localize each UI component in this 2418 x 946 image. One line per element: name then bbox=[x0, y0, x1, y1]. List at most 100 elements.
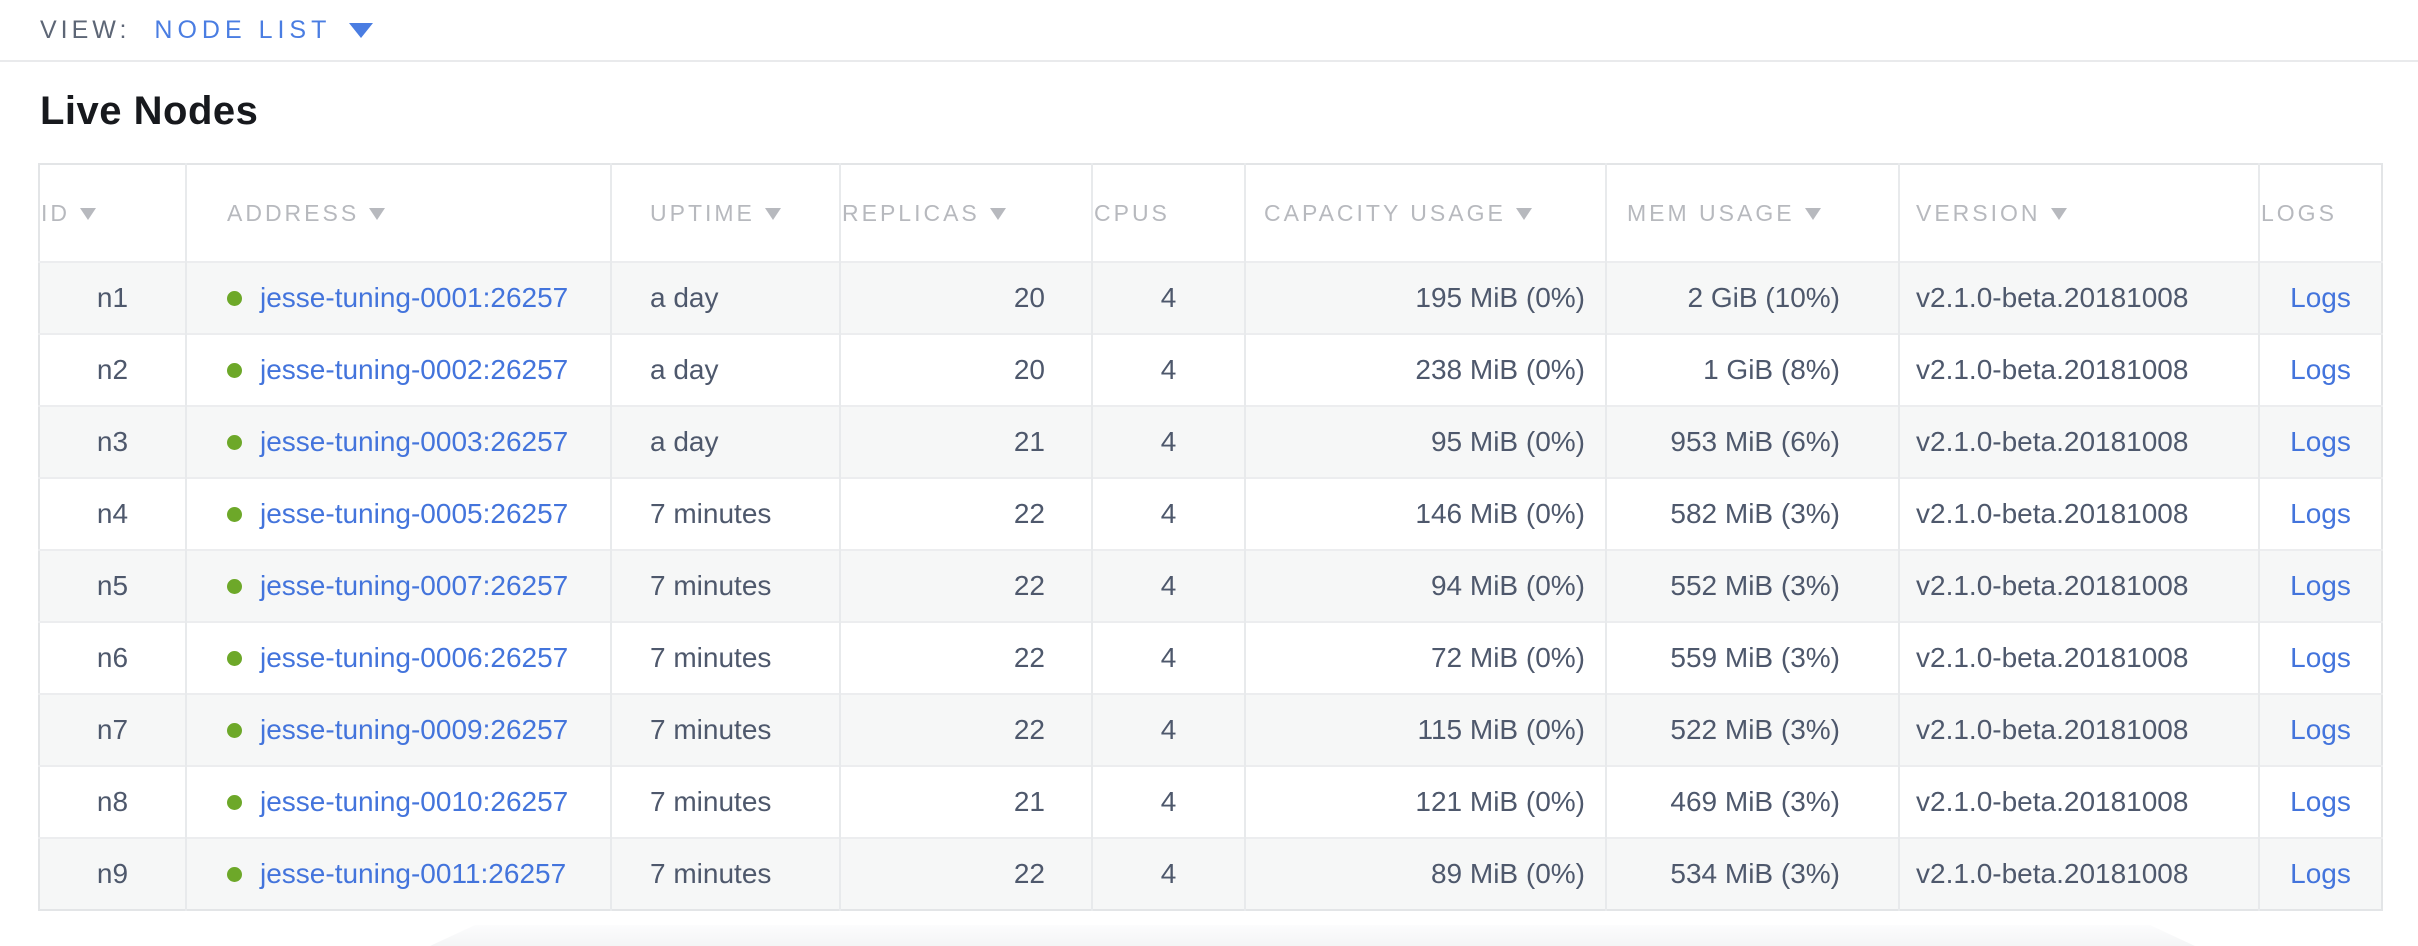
node-address-cell: jesse-tuning-0006:26257 bbox=[185, 622, 611, 694]
logs-link[interactable]: Logs bbox=[2290, 282, 2351, 313]
node-address-link[interactable]: jesse-tuning-0009:26257 bbox=[260, 714, 569, 745]
node-logs-cell: Logs bbox=[2258, 262, 2382, 334]
node-version-cell: v2.1.0-beta.20181008 bbox=[1898, 334, 2259, 406]
node-cpus-cell: 4 bbox=[1091, 406, 1245, 478]
column-header-version[interactable]: VERSION bbox=[1898, 164, 2259, 262]
node-id-cell: n8 bbox=[96, 786, 129, 817]
node-replicas-cell: 21 bbox=[839, 766, 1092, 838]
node-cpus-cell: 4 bbox=[1091, 838, 1245, 910]
node-version-cell: v2.1.0-beta.20181008 bbox=[1898, 262, 2259, 334]
sort-arrow-icon bbox=[764, 207, 781, 220]
node-address-link[interactable]: jesse-tuning-0001:26257 bbox=[260, 282, 569, 313]
chevron-down-icon bbox=[349, 22, 374, 38]
column-header-mem-usage[interactable]: MEM USAGE bbox=[1605, 164, 1899, 262]
table-row: n7 jesse-tuning-0009:26257 7 minutes 22 4 115… bbox=[39, 694, 2382, 766]
node-version-cell: v2.1.0-beta.20181008 bbox=[1898, 838, 2259, 910]
node-mem-cell: 469 MiB (3%) bbox=[1605, 766, 1899, 838]
node-replicas-cell: 20 bbox=[839, 262, 1092, 334]
logs-link[interactable]: Logs bbox=[2290, 354, 2351, 385]
node-mem-cell: 534 MiB (3%) bbox=[1605, 838, 1899, 910]
node-capacity-cell: 89 MiB (0%) bbox=[1244, 838, 1606, 910]
node-version-cell: v2.1.0-beta.20181008 bbox=[1898, 406, 2259, 478]
node-address-link[interactable]: jesse-tuning-0007:26257 bbox=[260, 570, 569, 601]
logs-link[interactable]: Logs bbox=[2290, 858, 2351, 889]
node-cpus-cell: 4 bbox=[1091, 550, 1245, 622]
node-replicas-cell: 20 bbox=[839, 334, 1092, 406]
node-uptime-cell: 7 minutes bbox=[610, 838, 840, 910]
node-status-icon bbox=[227, 291, 242, 306]
node-address-link[interactable]: jesse-tuning-0003:26257 bbox=[260, 426, 569, 457]
column-header-address[interactable]: ADDRESS bbox=[185, 164, 611, 262]
node-address-cell: jesse-tuning-0005:26257 bbox=[185, 478, 611, 550]
node-status-icon bbox=[227, 867, 242, 882]
table-row: n4 jesse-tuning-0005:26257 7 minutes 22 4 146… bbox=[39, 478, 2382, 550]
node-replicas-cell: 22 bbox=[839, 550, 1092, 622]
column-header-logs: LOGS bbox=[2258, 164, 2382, 262]
node-version-cell: v2.1.0-beta.20181008 bbox=[1898, 622, 2259, 694]
node-replicas-cell: 22 bbox=[839, 694, 1092, 766]
node-id-cell: n2 bbox=[96, 354, 129, 385]
logs-link[interactable]: Logs bbox=[2290, 426, 2351, 457]
logs-link[interactable]: Logs bbox=[2290, 570, 2351, 601]
bottom-shadow bbox=[430, 925, 2195, 946]
node-id-cell: n1 bbox=[96, 282, 129, 313]
node-uptime-cell: a day bbox=[610, 406, 840, 478]
node-capacity-cell: 95 MiB (0%) bbox=[1244, 406, 1606, 478]
node-mem-cell: 2 GiB (10%) bbox=[1605, 262, 1899, 334]
node-capacity-cell: 72 MiB (0%) bbox=[1244, 622, 1606, 694]
column-header-id[interactable]: ID bbox=[39, 164, 186, 262]
node-logs-cell: Logs bbox=[2258, 550, 2382, 622]
table-row: n6 jesse-tuning-0006:26257 7 minutes 22 4 72 … bbox=[39, 622, 2382, 694]
node-id-cell: n9 bbox=[96, 858, 129, 889]
logs-link[interactable]: Logs bbox=[2290, 786, 2351, 817]
table-header-row: ID ADDRESS UPTIME REPLICAS CPUS CAPACITY… bbox=[39, 164, 2382, 262]
node-capacity-cell: 115 MiB (0%) bbox=[1244, 694, 1606, 766]
node-uptime-cell: 7 minutes bbox=[610, 694, 840, 766]
logs-link[interactable]: Logs bbox=[2290, 642, 2351, 673]
node-mem-cell: 1 GiB (8%) bbox=[1605, 334, 1899, 406]
node-address-link[interactable]: jesse-tuning-0002:26257 bbox=[260, 354, 569, 385]
node-address-link[interactable]: jesse-tuning-0006:26257 bbox=[260, 642, 569, 673]
node-mem-cell: 552 MiB (3%) bbox=[1605, 550, 1899, 622]
node-cpus-cell: 4 bbox=[1091, 478, 1245, 550]
logs-link[interactable]: Logs bbox=[2290, 714, 2351, 745]
node-logs-cell: Logs bbox=[2258, 622, 2382, 694]
node-status-icon bbox=[227, 363, 242, 378]
table-row: n5 jesse-tuning-0007:26257 7 minutes 22 4 94 … bbox=[39, 550, 2382, 622]
node-address-link[interactable]: jesse-tuning-0005:26257 bbox=[260, 498, 569, 529]
node-address-link[interactable]: jesse-tuning-0010:26257 bbox=[260, 786, 569, 817]
page-title: Live Nodes bbox=[40, 89, 259, 133]
logs-link[interactable]: Logs bbox=[2290, 498, 2351, 529]
column-header-capacity-usage[interactable]: CAPACITY USAGE bbox=[1244, 164, 1606, 262]
column-header-uptime[interactable]: UPTIME bbox=[610, 164, 840, 262]
node-capacity-cell: 195 MiB (0%) bbox=[1244, 262, 1606, 334]
sort-arrow-icon bbox=[2050, 207, 2067, 220]
sort-arrow-icon bbox=[80, 207, 96, 220]
node-uptime-cell: a day bbox=[610, 334, 840, 406]
node-address-cell: jesse-tuning-0001:26257 bbox=[185, 262, 611, 334]
node-cpus-cell: 4 bbox=[1091, 334, 1245, 406]
node-id-cell: n4 bbox=[96, 498, 129, 529]
node-address-cell: jesse-tuning-0011:26257 bbox=[185, 838, 611, 910]
view-selector-value: NODE LIST bbox=[154, 15, 332, 44]
node-status-icon bbox=[227, 579, 242, 594]
node-mem-cell: 559 MiB (3%) bbox=[1605, 622, 1899, 694]
view-bar: VIEW: NODE LIST bbox=[0, 0, 2418, 62]
node-cpus-cell: 4 bbox=[1091, 766, 1245, 838]
node-replicas-cell: 22 bbox=[839, 622, 1092, 694]
node-table-body: n1 jesse-tuning-0001:26257 a day 20 4 195 MiB… bbox=[39, 262, 2382, 910]
node-id-cell: n7 bbox=[96, 714, 129, 745]
live-nodes-table: ID ADDRESS UPTIME REPLICAS CPUS CAPACITY… bbox=[38, 163, 2383, 911]
node-address-cell: jesse-tuning-0003:26257 bbox=[185, 406, 611, 478]
node-logs-cell: Logs bbox=[2258, 694, 2382, 766]
column-header-replicas[interactable]: REPLICAS bbox=[839, 164, 1092, 262]
view-selector-dropdown[interactable]: NODE LIST bbox=[154, 15, 374, 45]
node-capacity-cell: 146 MiB (0%) bbox=[1244, 478, 1606, 550]
node-version-cell: v2.1.0-beta.20181008 bbox=[1898, 766, 2259, 838]
node-id-cell: n6 bbox=[96, 642, 129, 673]
node-uptime-cell: 7 minutes bbox=[610, 622, 840, 694]
node-address-link[interactable]: jesse-tuning-0011:26257 bbox=[260, 858, 567, 889]
node-logs-cell: Logs bbox=[2258, 766, 2382, 838]
node-address-cell: jesse-tuning-0010:26257 bbox=[185, 766, 611, 838]
sort-arrow-icon bbox=[1804, 207, 1821, 220]
